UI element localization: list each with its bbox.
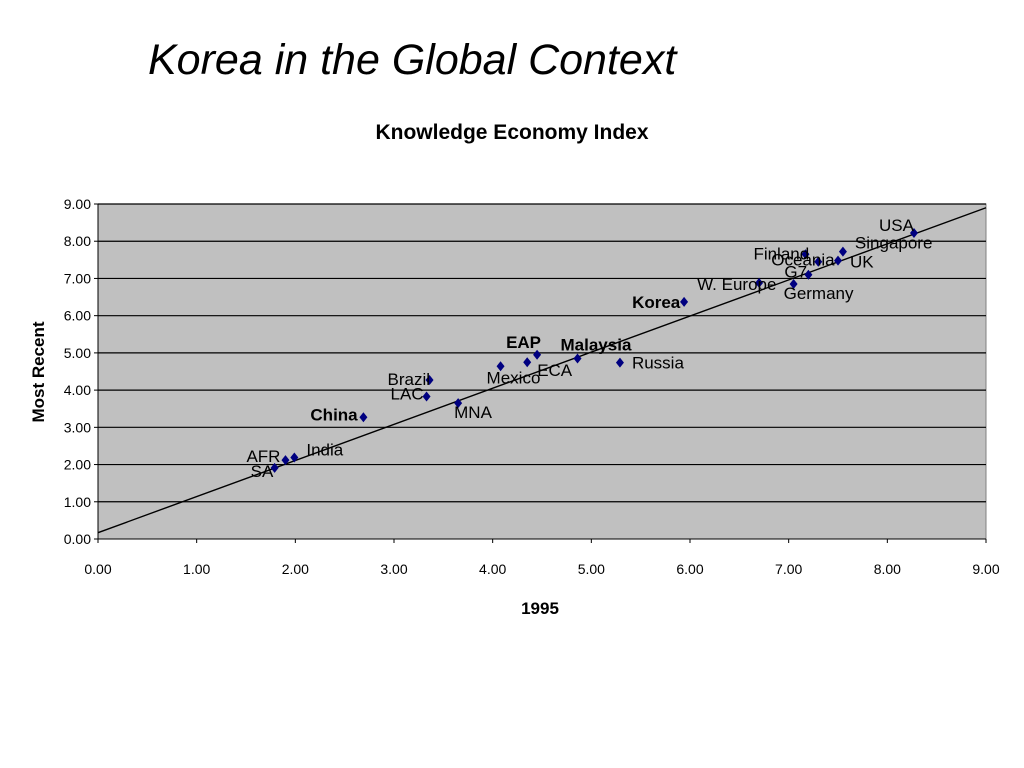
data-label-germany: Germany bbox=[784, 284, 854, 303]
chart-title: Knowledge Economy Index bbox=[375, 121, 648, 144]
y-axis-title: Most Recent bbox=[29, 321, 48, 422]
y-tick-label: 5.00 bbox=[64, 345, 91, 361]
data-point-uk bbox=[834, 255, 842, 266]
x-tick-label: 5.00 bbox=[578, 561, 605, 577]
data-point-afr bbox=[281, 455, 290, 466]
x-tick-label: 9.00 bbox=[972, 561, 999, 577]
data-point-malaysia bbox=[573, 353, 582, 364]
x-tick-label: 3.00 bbox=[380, 561, 407, 577]
data-label-eca: ECA bbox=[537, 361, 573, 380]
data-point-oceania bbox=[814, 256, 823, 267]
x-tick-label: 7.00 bbox=[775, 561, 802, 577]
x-tick-label: 4.00 bbox=[479, 561, 506, 577]
data-point-brazil bbox=[425, 375, 434, 386]
data-label-malaysia: Malaysia bbox=[561, 335, 632, 354]
slide-title: Korea in the Global Context bbox=[148, 36, 677, 84]
data-label-lac: LAC bbox=[391, 384, 424, 403]
data-label-russia: Russia bbox=[632, 354, 685, 373]
y-tick-label: 7.00 bbox=[64, 270, 91, 286]
data-point-korea bbox=[680, 296, 689, 307]
x-axis-title: 1995 bbox=[521, 599, 559, 618]
data-label-china: China bbox=[310, 405, 358, 424]
data-point-g7 bbox=[804, 269, 813, 280]
y-tick-label: 6.00 bbox=[64, 308, 91, 324]
data-label-mna: MNA bbox=[454, 403, 492, 422]
data-label-finland: Finland bbox=[753, 244, 809, 263]
data-label-uk: UK bbox=[850, 253, 874, 272]
data-point-india bbox=[290, 452, 299, 463]
x-tick-label: 8.00 bbox=[874, 561, 901, 577]
data-label-eap: EAP bbox=[506, 333, 541, 352]
data-point-finland bbox=[801, 249, 810, 260]
y-tick-label: 3.00 bbox=[64, 419, 91, 435]
x-tick-label: 6.00 bbox=[676, 561, 703, 577]
data-label-w-europe: W. Europe bbox=[697, 275, 776, 294]
data-point-usa bbox=[909, 228, 918, 239]
data-point-w-europe bbox=[755, 277, 764, 288]
data-label-g7: G7 bbox=[784, 263, 807, 282]
x-tick-label: 2.00 bbox=[282, 561, 309, 577]
data-label-india: India bbox=[306, 440, 343, 459]
data-label-brazil: Brazil bbox=[388, 370, 431, 389]
y-tick-label: 1.00 bbox=[64, 494, 91, 510]
data-point-sa bbox=[270, 462, 279, 473]
data-point-china bbox=[359, 412, 368, 423]
data-point-mexico bbox=[496, 361, 505, 372]
y-tick-label: 2.00 bbox=[64, 457, 91, 473]
data-point-russia bbox=[615, 357, 624, 368]
data-label-sa: SA bbox=[251, 462, 274, 481]
y-tick-label: 4.00 bbox=[64, 382, 91, 398]
data-point-lac bbox=[422, 391, 431, 402]
data-label-oceania: Oceania bbox=[771, 251, 835, 270]
data-label-korea: Korea bbox=[632, 293, 681, 312]
x-tick-label: 1.00 bbox=[183, 561, 210, 577]
y-tick-label: 0.00 bbox=[64, 531, 91, 547]
y-tick-label: 8.00 bbox=[64, 233, 91, 249]
data-point-eap bbox=[533, 349, 542, 360]
data-label-usa: USA bbox=[879, 216, 915, 235]
x-tick-label: 0.00 bbox=[84, 561, 111, 577]
y-tick-label: 9.00 bbox=[64, 196, 91, 212]
data-label-singapore: Singapore bbox=[855, 234, 933, 253]
data-label-afr: AFR bbox=[246, 447, 280, 466]
data-point-germany bbox=[789, 279, 798, 290]
data-point-singapore bbox=[838, 246, 847, 257]
data-point-mna bbox=[454, 398, 463, 409]
data-label-mexico: Mexico bbox=[487, 368, 541, 387]
data-point-eca bbox=[523, 357, 532, 368]
